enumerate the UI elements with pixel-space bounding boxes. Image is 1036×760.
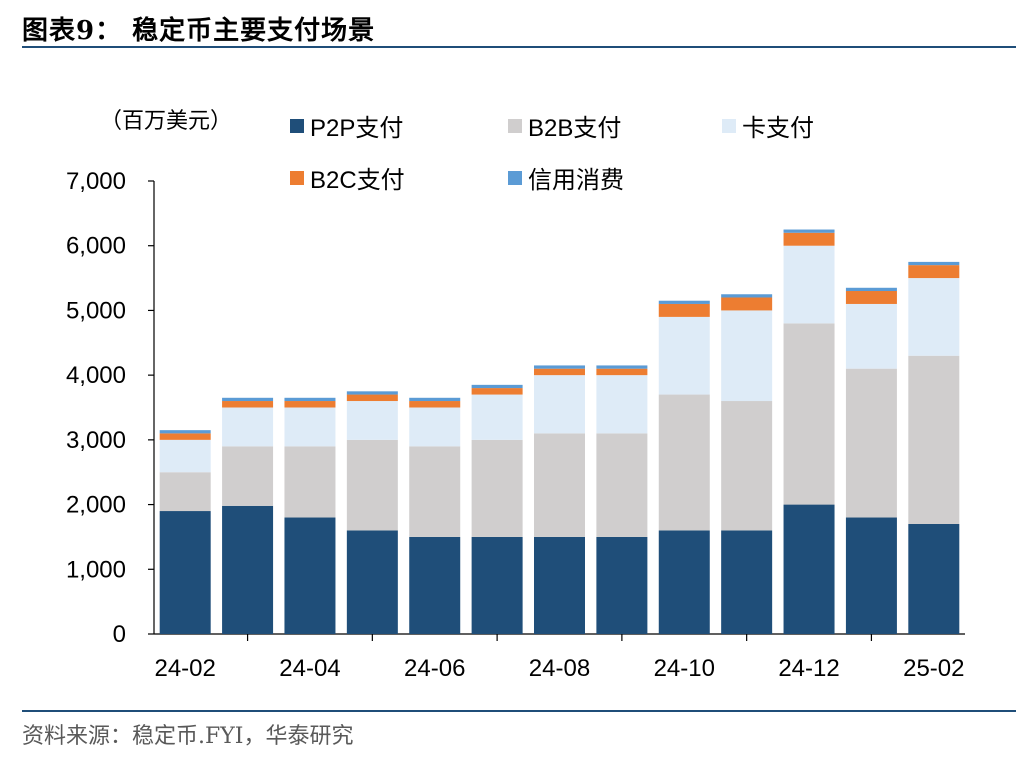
bar-segment — [159, 430, 211, 434]
x-tick-label: 24-02 — [154, 655, 215, 682]
legend-label: 信用消费 — [528, 167, 624, 194]
bar-segment — [783, 245, 835, 324]
bar-segment — [409, 401, 461, 408]
legend-swatch — [290, 171, 304, 185]
bar-segment — [284, 446, 336, 518]
title-rule — [22, 46, 1016, 48]
bar-segment — [908, 355, 960, 524]
y-tick-label: 7,000 — [66, 168, 126, 195]
legend-swatch — [508, 119, 522, 133]
bar-segment — [596, 536, 648, 634]
y-tick-label: 3,000 — [66, 427, 126, 454]
bar-segment — [222, 505, 274, 634]
y-tick-label: 5,000 — [66, 297, 126, 324]
bar-segment — [346, 530, 398, 634]
bar-segment — [534, 368, 585, 376]
legend-label: B2B支付 — [528, 115, 621, 142]
bar-segment — [908, 523, 960, 634]
bar-segment — [222, 397, 274, 402]
bar-segment — [346, 391, 398, 395]
bar-segment — [409, 397, 461, 402]
x-tick-label: 25-02 — [903, 655, 964, 682]
bar-segment — [159, 472, 211, 512]
bar-segment — [908, 278, 960, 356]
legend-swatch — [290, 119, 304, 133]
bar-segment — [658, 394, 710, 531]
bar-segment — [346, 439, 398, 531]
bar-segment — [222, 446, 274, 506]
bar-segment — [534, 365, 585, 369]
y-tick-label: 6,000 — [66, 233, 126, 260]
legend-label: 卡支付 — [742, 115, 814, 142]
bar-segment — [471, 536, 523, 634]
bar-segment — [658, 300, 710, 304]
bar-segment — [471, 394, 523, 440]
bar-segment — [658, 303, 710, 317]
bar-segment — [346, 401, 398, 440]
bar-segment — [471, 439, 523, 537]
bar-segment — [534, 536, 585, 634]
x-tick-label: 24-12 — [778, 655, 839, 682]
bar-segment — [534, 433, 585, 537]
bar-segment — [284, 407, 336, 447]
bar-segment — [845, 303, 897, 369]
bar-segment — [783, 504, 835, 634]
y-tick-label: 2,000 — [66, 492, 126, 519]
legend-swatch — [508, 171, 522, 185]
bar-segment — [721, 310, 773, 402]
bar-segment — [596, 368, 648, 376]
bar-segment — [596, 365, 648, 369]
bar-segment — [409, 536, 461, 634]
bar-segment — [845, 368, 897, 518]
bar-segment — [534, 375, 585, 434]
bar-segment — [284, 517, 336, 634]
bar-segment — [908, 261, 960, 266]
y-tick-label: 4,000 — [66, 362, 126, 389]
bar-segment — [908, 265, 960, 279]
bar-segment — [845, 291, 897, 304]
y-tick-label: 1,000 — [66, 556, 126, 583]
x-tick-label: 24-08 — [529, 655, 590, 682]
x-tick-label: 24-10 — [654, 655, 715, 682]
legend: P2P支付 B2B支付 卡支付 B2C支付 信用消费 — [290, 115, 814, 194]
bar-segment — [783, 232, 835, 246]
bar-segment — [159, 433, 211, 440]
bar-segment — [783, 229, 835, 233]
bar-segment — [159, 511, 211, 634]
bar-segment — [471, 388, 523, 395]
y-tick-label: 0 — [113, 621, 126, 648]
bar-segment — [721, 294, 773, 298]
bar-segment — [596, 375, 648, 434]
bar-segment — [222, 407, 274, 447]
legend-label: B2C支付 — [310, 167, 405, 194]
bar-segment — [721, 530, 773, 634]
bar-segment — [222, 401, 274, 408]
bar-segment — [346, 394, 398, 402]
bar-segment — [658, 530, 710, 634]
bar-segment — [409, 446, 461, 537]
legend-swatch — [722, 119, 736, 133]
bar-segment — [658, 316, 710, 395]
bar-segment — [721, 401, 773, 531]
bar-segment — [409, 407, 461, 447]
bar-segment — [721, 297, 773, 311]
bar-segment — [596, 433, 648, 537]
unit-label: （百万美元） — [100, 108, 232, 133]
bar-segment — [159, 439, 211, 473]
bar-segment — [845, 287, 897, 292]
bar-segment — [783, 323, 835, 505]
bars — [159, 229, 960, 634]
legend-label: P2P支付 — [310, 115, 403, 142]
bar-segment — [284, 401, 336, 408]
footer-rule — [22, 710, 1016, 712]
source-note: 资料来源：稳定币.FYI，华泰研究 — [22, 724, 354, 749]
x-tick-label: 24-06 — [404, 655, 465, 682]
figure-title: 图表9： 稳定币主要支付场景 — [22, 16, 376, 46]
bar-segment — [471, 384, 523, 389]
bar-segment — [284, 397, 336, 402]
bar-segment — [845, 517, 897, 634]
x-tick-label: 24-04 — [279, 655, 340, 682]
